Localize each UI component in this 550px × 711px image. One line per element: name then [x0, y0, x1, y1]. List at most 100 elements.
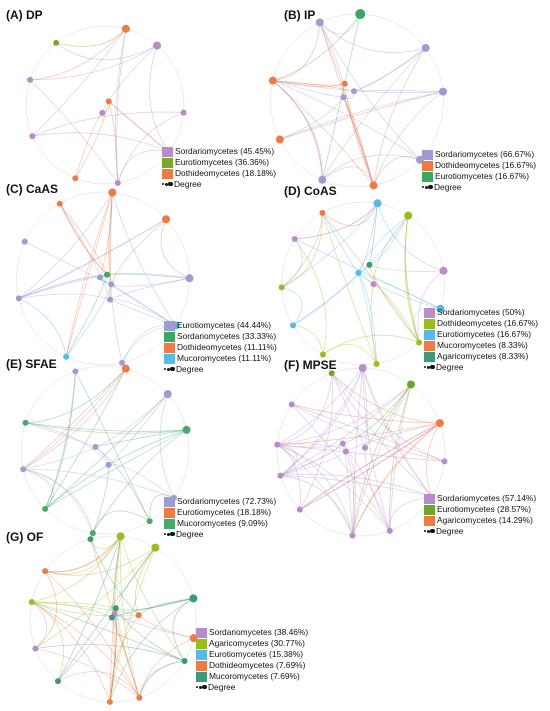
- network-node: [182, 425, 191, 434]
- network-edge: [92, 429, 187, 534]
- network-edge: [25, 422, 187, 434]
- network-edge: [373, 215, 409, 285]
- legend-entry: Eurotiomycetes (18.18%): [164, 507, 276, 518]
- network-edge: [31, 601, 139, 616]
- network-edge: [109, 192, 113, 300]
- legend-swatch: [424, 307, 435, 318]
- network-edge: [115, 607, 185, 662]
- network-node: [373, 199, 382, 208]
- network-edge: [299, 422, 441, 510]
- legend-label: Agaricomycetes (8.33%): [437, 351, 529, 361]
- legend-label: Agaricomycetes (30.77%): [209, 638, 305, 648]
- network-edge: [108, 101, 169, 153]
- network-edge: [108, 464, 175, 499]
- network-edge: [31, 601, 111, 703]
- legend-label: Mucoromycetes (8.33%): [437, 340, 528, 350]
- network-edge: [281, 212, 323, 288]
- legend-label: Eurotiomycetes (36.36%): [175, 157, 270, 167]
- network-edge: [159, 394, 175, 499]
- network-node: [116, 532, 125, 541]
- network-node: [340, 94, 347, 101]
- network-node: [441, 458, 448, 465]
- panel-g-title: (G) OF: [6, 530, 44, 544]
- network-edge: [92, 464, 109, 534]
- network-node: [290, 322, 297, 329]
- network-edge: [45, 547, 156, 576]
- network-node: [42, 568, 49, 575]
- network-edge: [30, 28, 127, 81]
- network-edge: [31, 601, 116, 609]
- network-edge: [75, 371, 151, 522]
- network-edge: [95, 446, 151, 522]
- network-outline: [25, 25, 185, 185]
- network-edge: [426, 422, 441, 497]
- network-edge: [95, 429, 187, 448]
- panel-d-network: [278, 199, 448, 367]
- network-edge: [116, 28, 127, 183]
- network-node: [349, 532, 356, 539]
- degree-size-icon: [424, 528, 435, 534]
- network-node: [108, 188, 117, 197]
- network-edge: [25, 368, 127, 424]
- network-edge: [369, 264, 444, 272]
- degree-size-icon: [164, 366, 175, 372]
- network-edge: [291, 404, 440, 424]
- network-edge: [277, 444, 298, 476]
- network-edge: [319, 22, 426, 53]
- network-edge: [29, 79, 119, 184]
- network-edge: [32, 132, 169, 153]
- degree-size-icon: [422, 184, 433, 190]
- network-edge: [44, 371, 76, 510]
- legend-label: Sordariomycetes (50%): [437, 307, 525, 317]
- panel-a-title: (A) DP: [6, 8, 43, 22]
- network-edge: [44, 371, 76, 510]
- network-edge: [18, 276, 101, 299]
- network-edge: [299, 373, 334, 510]
- network-edge: [280, 475, 433, 498]
- network-node: [163, 390, 172, 399]
- degree-label: Degree: [436, 525, 464, 536]
- network-edge: [322, 166, 374, 186]
- network-node: [268, 76, 277, 85]
- network-edge: [111, 218, 167, 285]
- legend-entry: Agaricomycetes (8.33%): [424, 351, 538, 362]
- legend-swatch: [164, 320, 175, 331]
- network-edge: [109, 614, 140, 702]
- network-node: [355, 269, 362, 276]
- network-edge: [277, 444, 391, 532]
- network-edge: [35, 570, 57, 649]
- network-edge: [322, 212, 420, 343]
- network-edge: [322, 212, 377, 364]
- panel-f-title: (F) MPSE: [284, 358, 337, 372]
- network-node: [136, 694, 143, 701]
- network-edge: [277, 373, 333, 445]
- degree-size-icon: [196, 684, 207, 690]
- network-edge: [108, 101, 169, 153]
- network-edge: [322, 47, 426, 180]
- network-node: [20, 466, 27, 473]
- network-edge: [57, 547, 156, 682]
- legend-label: Dothideomycetes (11.11%): [177, 342, 277, 352]
- network-edge: [138, 614, 194, 639]
- network-edge: [294, 203, 378, 240]
- legend-entry: Dothideomycetes (11.11%): [164, 342, 277, 353]
- panel-d-title: (D) CoAS: [284, 184, 337, 198]
- network-edge: [272, 22, 321, 81]
- network-edge: [279, 91, 444, 140]
- network-node: [89, 530, 96, 537]
- network-outline: [20, 365, 190, 535]
- network-edge: [343, 97, 374, 186]
- network-edge: [108, 393, 169, 466]
- network-edge: [44, 570, 140, 698]
- legend-label: Dothideomycetes (7.69%): [209, 660, 306, 670]
- network-edge: [358, 272, 441, 310]
- network-node: [104, 271, 111, 278]
- network-node: [99, 109, 106, 116]
- network-edge: [291, 404, 391, 532]
- network-edge: [280, 443, 344, 476]
- network-node: [153, 41, 162, 50]
- network-edge: [322, 334, 420, 355]
- network-edge: [65, 274, 108, 357]
- network-edge: [358, 215, 409, 273]
- network-node: [436, 304, 445, 313]
